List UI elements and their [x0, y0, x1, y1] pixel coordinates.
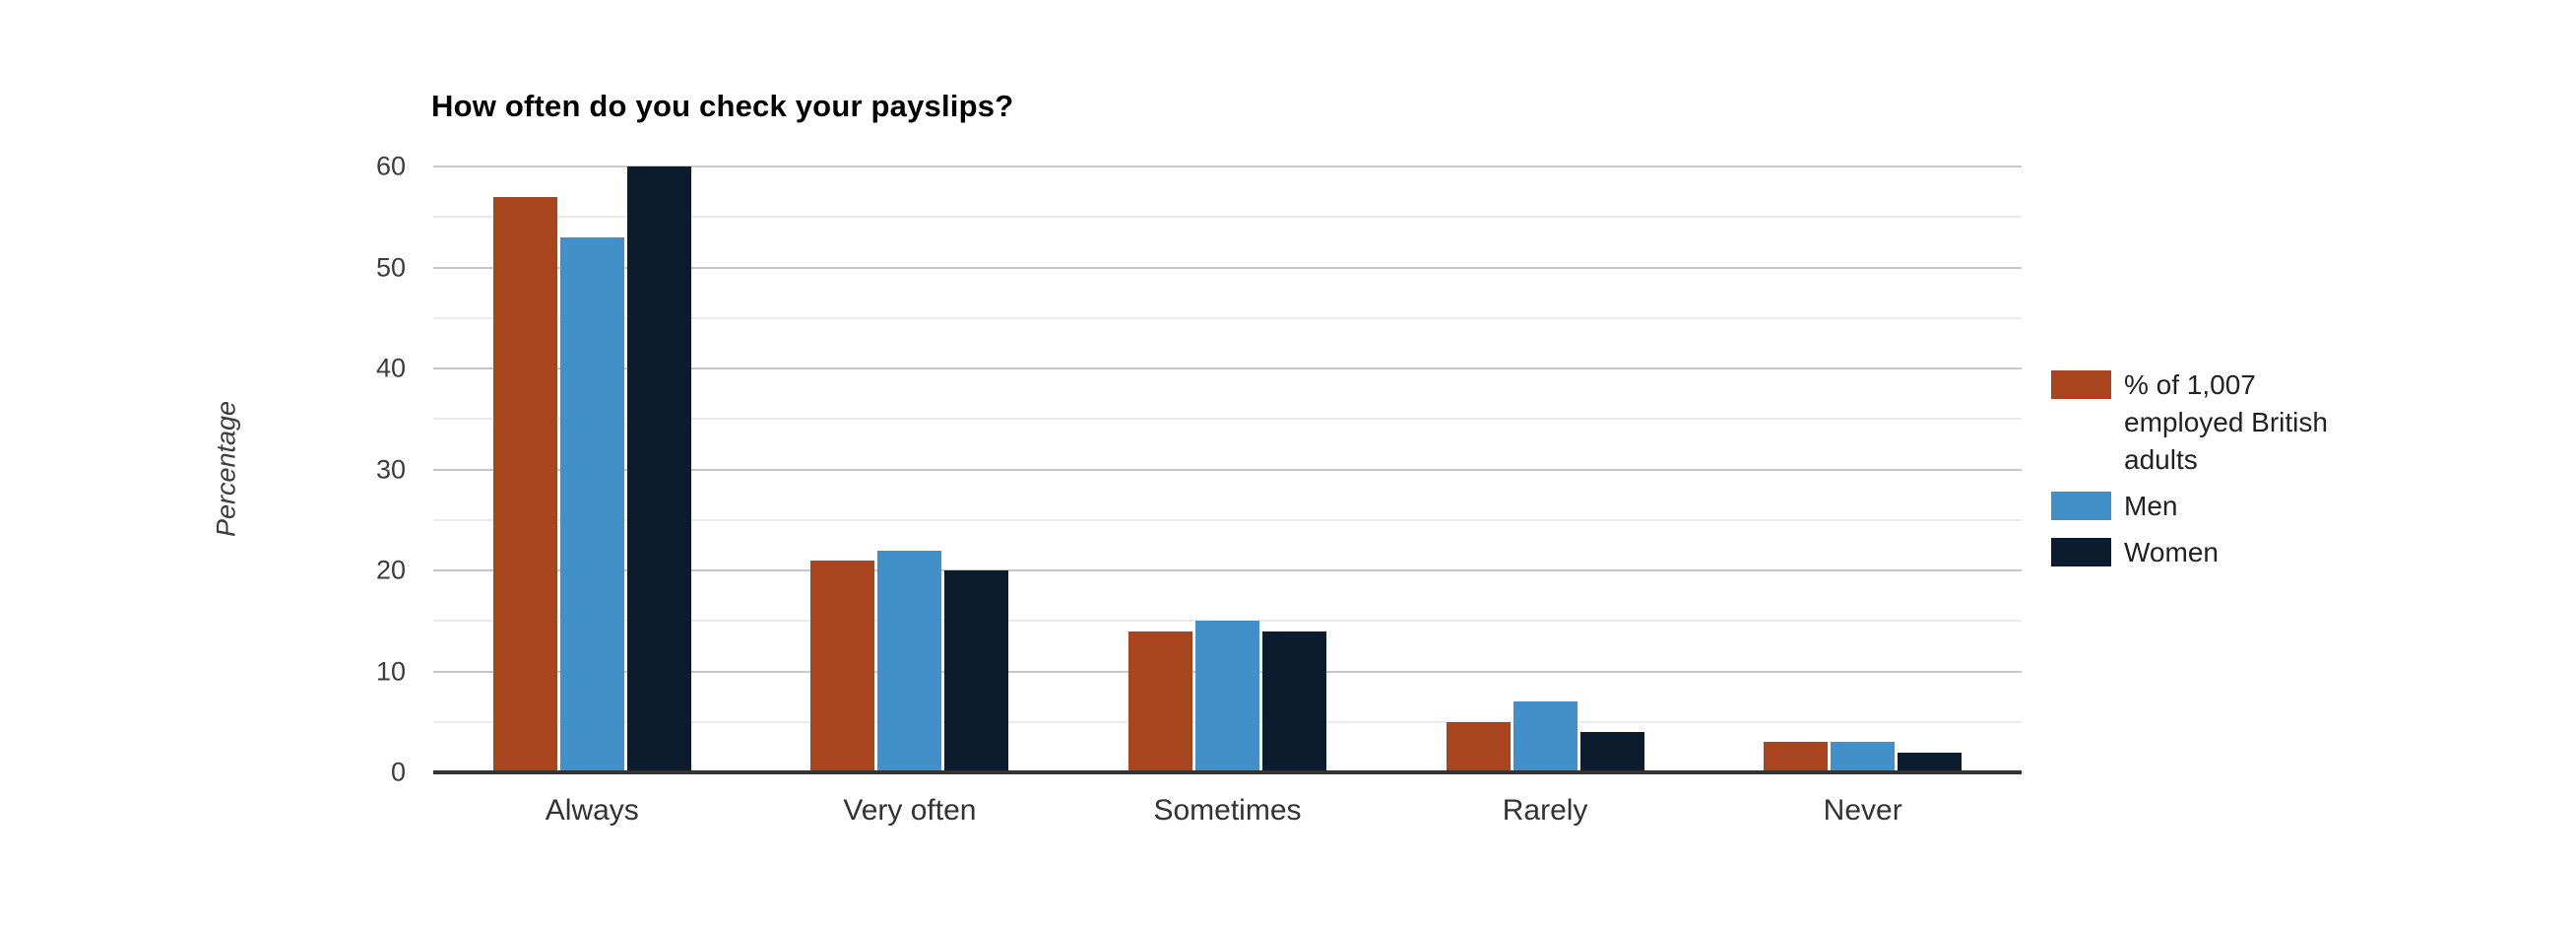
minor-gridline	[433, 316, 2022, 319]
major-gridline	[433, 266, 2022, 269]
major-gridline	[433, 367, 2022, 369]
bar-of-1-007-employed-british-adults-never	[1764, 742, 1829, 772]
bar-group-never	[1704, 166, 2022, 772]
legend-item: % of 1,007 employed British adults	[2051, 366, 2328, 479]
bar-women-rarely	[1579, 732, 1644, 772]
bar-of-1-007-employed-british-adults-rarely	[1446, 721, 1511, 772]
legend: % of 1,007 employed British adults Men Women	[2051, 366, 2328, 571]
bar-of-1-007-employed-british-adults-sometimes	[1127, 631, 1192, 772]
y-tick-label: 50	[375, 252, 406, 282]
legend-item: Men	[2051, 488, 2328, 525]
legend-label-line: Women	[2124, 537, 2219, 567]
legend-label: Men	[2124, 488, 2177, 525]
bar-group-always	[433, 166, 751, 772]
minor-gridline	[433, 418, 2022, 421]
bar-men-always	[559, 236, 624, 772]
legend-label-line: adults	[2124, 444, 2198, 475]
major-gridline	[433, 468, 2022, 471]
bar-group-very-often	[751, 166, 1069, 772]
legend-swatch-icon	[2051, 370, 2111, 399]
legend-label-line: employed British	[2124, 407, 2328, 437]
minor-gridline	[433, 216, 2022, 219]
y-tick-label: 0	[390, 757, 406, 787]
x-axis-label-very-often: Very often	[843, 794, 977, 827]
x-axis-label-never: Never	[1823, 794, 1902, 827]
x-axis-label-always: Always	[545, 794, 639, 827]
legend-label-line: % of 1,007	[2124, 369, 2256, 400]
x-axis-category-labels: Always Very often Sometimes Rarely Never	[433, 794, 2022, 833]
minor-gridline	[433, 518, 2022, 521]
bar-women-sometimes	[1261, 631, 1326, 772]
plot-area	[433, 166, 2022, 774]
bar-men-rarely	[1513, 701, 1578, 772]
legend-label: % of 1,007 employed British adults	[2124, 366, 2328, 479]
legend-swatch-icon	[2051, 538, 2111, 566]
major-gridline	[433, 569, 2022, 571]
bar-men-very-often	[877, 550, 942, 772]
bar-of-1-007-employed-british-adults-always	[492, 196, 557, 772]
major-gridline	[433, 166, 2022, 167]
bar-women-never	[1898, 752, 1963, 772]
y-tick-label: 20	[375, 555, 406, 585]
y-tick-label: 60	[375, 151, 406, 181]
x-axis-line	[433, 770, 2022, 774]
bar-group-rarely	[1386, 166, 1705, 772]
bar-men-never	[1831, 742, 1896, 772]
bar-of-1-007-employed-british-adults-very-often	[810, 560, 875, 772]
y-tick-label: 30	[375, 454, 406, 484]
chart-title: How often do you check your payslips?	[431, 89, 1014, 123]
bar-women-always	[626, 166, 691, 772]
bar-women-very-often	[944, 570, 1009, 772]
legend-label: Women	[2124, 534, 2219, 571]
x-axis-label-sometimes: Sometimes	[1153, 794, 1302, 827]
bar-men-sometimes	[1194, 621, 1259, 772]
y-tick-label: 40	[375, 353, 406, 383]
legend-swatch-icon	[2051, 492, 2111, 520]
x-axis-label-rarely: Rarely	[1502, 794, 1588, 827]
y-tick-label: 10	[375, 656, 406, 686]
legend-label-line: Men	[2124, 491, 2178, 521]
bar-group-sometimes	[1068, 166, 1386, 772]
y-axis-tick-labels: 0 10 20 30 40 50 60	[0, 153, 406, 785]
legend-item: Women	[2051, 534, 2328, 571]
